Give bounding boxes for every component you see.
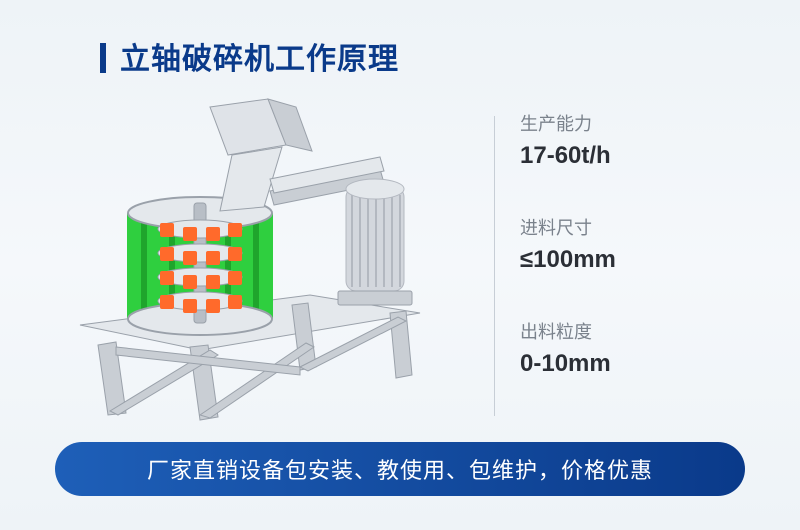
drive-motor bbox=[270, 157, 412, 305]
promo-banner: 厂家直销设备包安装、教使用、包维护，价格优惠 bbox=[55, 442, 745, 496]
page-title: 立轴破碎机工作原理 bbox=[100, 34, 399, 78]
specs-divider bbox=[494, 116, 495, 416]
spec-label: 出料粒度 bbox=[520, 318, 730, 344]
spec-value: 0-10mm bbox=[520, 350, 730, 378]
spec-label: 生产能力 bbox=[520, 110, 730, 136]
promo-banner-text: 厂家直销设备包安装、教使用、包维护，价格优惠 bbox=[147, 453, 653, 485]
machine-illustration bbox=[60, 95, 460, 425]
title-text: 立轴破碎机工作原理 bbox=[120, 43, 399, 76]
spec-row: 生产能力 17-60t/h bbox=[520, 110, 730, 170]
spec-value: 17-60t/h bbox=[520, 142, 730, 170]
spec-row: 进料尺寸 ≤100mm bbox=[520, 214, 730, 274]
spec-value: ≤100mm bbox=[520, 246, 730, 274]
title-accent-bar bbox=[100, 43, 106, 73]
specs-panel: 生产能力 17-60t/h 进料尺寸 ≤100mm 出料粒度 0-10mm bbox=[520, 110, 730, 422]
spec-label: 进料尺寸 bbox=[520, 214, 730, 240]
spec-row: 出料粒度 0-10mm bbox=[520, 318, 730, 378]
